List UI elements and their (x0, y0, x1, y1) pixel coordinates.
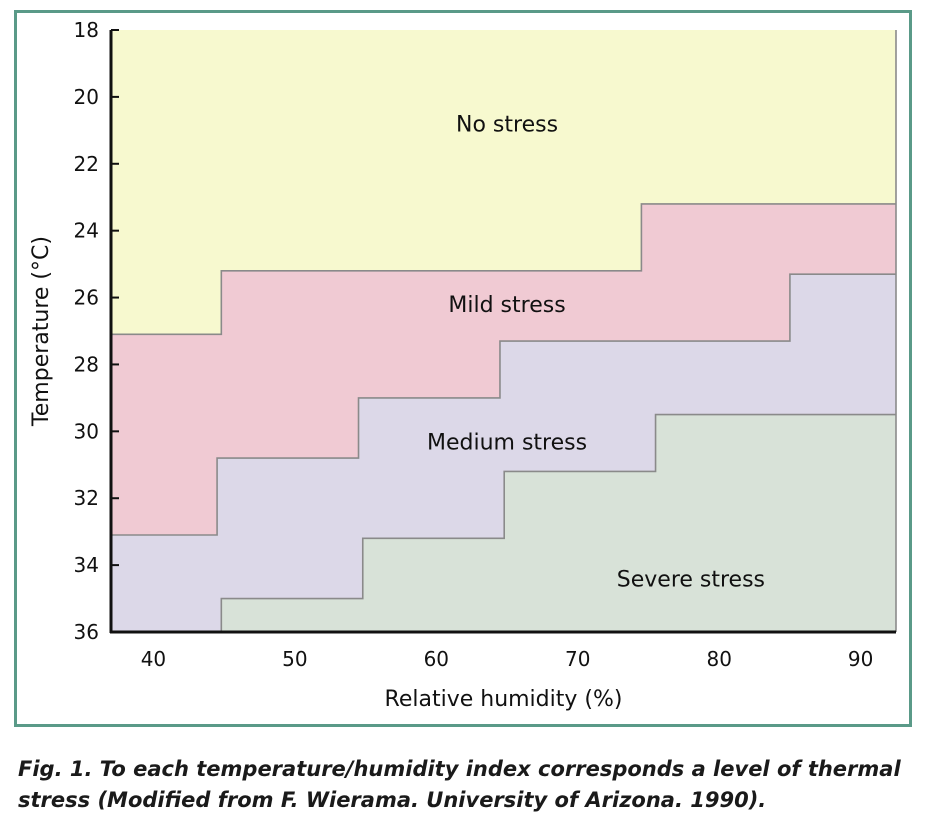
y-tick-label: 24 (74, 219, 99, 243)
y-axis-title: Temperature (°C) (29, 236, 54, 427)
zone-boundary-line-3 (220, 413, 896, 632)
chart: 18 20 22 24 26 28 30 32 34 36 40 50 60 70 80 90 Relative… (29, 18, 897, 712)
x-tick-label: 40 (141, 647, 166, 671)
y-tick-label: 22 (74, 152, 99, 176)
y-tick-label: 36 (74, 620, 99, 644)
figure-caption: Fig. 1. To each temperature/humidity ind… (18, 757, 901, 812)
region-label-medium-stress: Medium stress (427, 430, 587, 455)
y-tick-label: 26 (74, 286, 99, 310)
x-tick-label: 70 (565, 647, 590, 671)
region-label-mild-stress: Mild stress (448, 293, 565, 318)
x-tick-label: 60 (424, 647, 449, 671)
y-tick-label: 30 (74, 419, 99, 443)
x-axis-title: Relative humidity (%) (385, 687, 623, 712)
y-tick-label: 34 (74, 553, 99, 577)
y-tick-label: 20 (74, 85, 99, 109)
y-tick-label: 32 (74, 486, 99, 510)
zone-boundary-line-1 (111, 203, 896, 336)
zone-severe-stress (221, 414, 896, 632)
x-tick-label: 50 (282, 647, 307, 671)
y-tick-label: 18 (74, 18, 99, 42)
x-tick-label: 90 (848, 647, 873, 671)
region-label-no-stress: No stress (456, 113, 558, 138)
zone-boundary-line-2 (111, 273, 896, 536)
x-tick-label: 80 (706, 647, 731, 671)
region-label-severe-stress: Severe stress (617, 567, 765, 592)
y-tick-label: 28 (74, 352, 99, 376)
